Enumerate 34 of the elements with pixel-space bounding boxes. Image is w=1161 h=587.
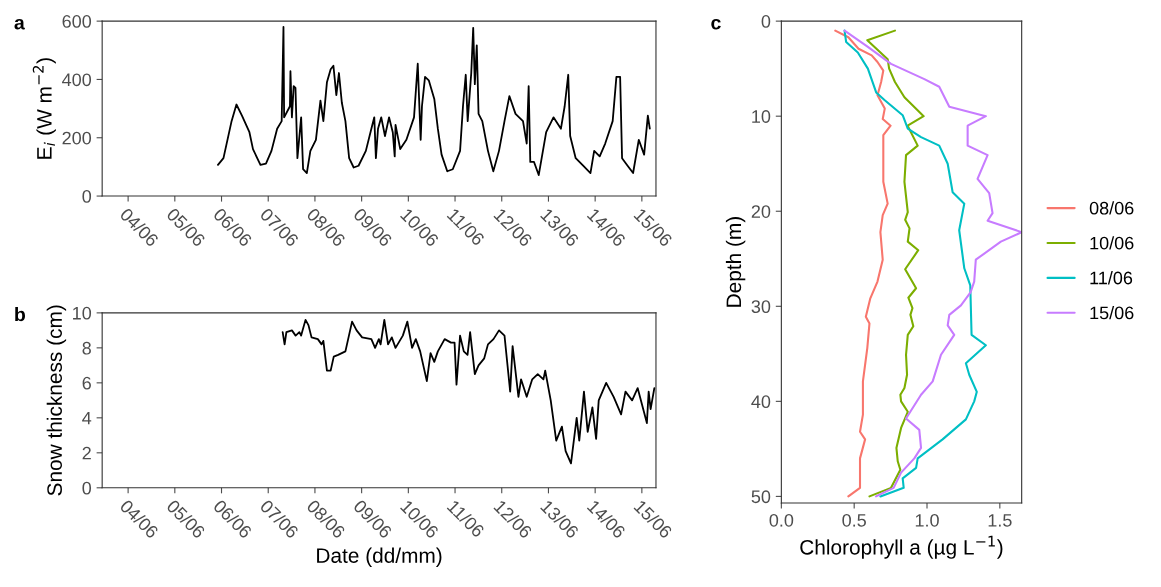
y-tick-label: 20 bbox=[751, 205, 771, 218]
y-tick-label: 40 bbox=[751, 395, 771, 409]
line-series bbox=[843, 29, 1022, 498]
chart-title: c bbox=[711, 18, 721, 30]
line-series bbox=[866, 29, 925, 498]
y-tick-label: 10 bbox=[752, 110, 771, 123]
y-tick-label: 10 bbox=[73, 306, 92, 320]
y-axis-title: Snow thickness (cm) bbox=[46, 305, 67, 496]
y-axis-title: E$_{i}$ (W m$^{−2}$) bbox=[32, 58, 56, 159]
y-tick-label: 8 bbox=[82, 341, 91, 355]
y-tick-label: 600 bbox=[62, 15, 92, 28]
x-tick-label: 0.0 bbox=[769, 513, 794, 527]
y-tick-label: 50 bbox=[751, 490, 771, 504]
x-tick-label: 1.5 bbox=[988, 514, 1012, 527]
chart-title: b bbox=[15, 307, 26, 322]
y-axis-title: Depth (m) bbox=[725, 217, 746, 307]
legend-label: 11/06 bbox=[1090, 271, 1133, 285]
x-tick-label: 0.5 bbox=[842, 513, 866, 527]
y-tick-label: 6 bbox=[82, 376, 91, 390]
line-series bbox=[834, 29, 892, 498]
y-tick-label: 30 bbox=[751, 300, 771, 314]
y-tick-label: 2 bbox=[82, 446, 91, 460]
x-tick-label: 1.0 bbox=[915, 513, 939, 527]
y-tick-label: 200 bbox=[62, 131, 92, 145]
x-axis-title: Date (dd/mm) bbox=[317, 547, 442, 568]
chart-title: a bbox=[14, 18, 25, 30]
line-series bbox=[843, 29, 987, 498]
y-tick-label: 400 bbox=[62, 73, 92, 87]
x-axis-title: Chlorophyll a (µg L$^{−1}$) bbox=[800, 535, 1003, 559]
y-tick-label: 0 bbox=[82, 189, 92, 203]
legend-label: 15/06 bbox=[1090, 306, 1134, 320]
y-tick-label: 0 bbox=[761, 15, 771, 28]
y-tick-label: 4 bbox=[82, 411, 92, 425]
y-tick-label: 0 bbox=[82, 481, 92, 495]
